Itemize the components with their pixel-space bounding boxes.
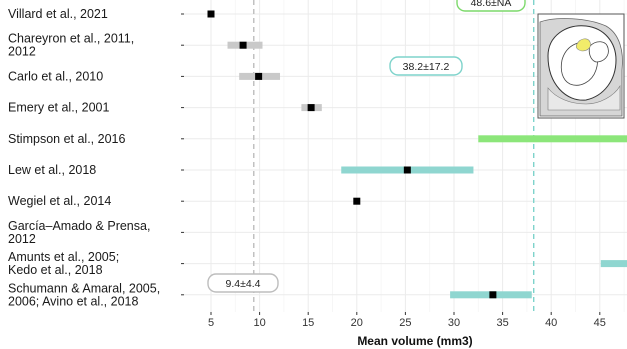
x-tick-label: 30: [448, 317, 460, 329]
mean-marker: [403, 166, 411, 174]
study-label-line: Stimpson et al., 2016: [8, 132, 125, 146]
annotation-box-gray: [207, 273, 279, 293]
study-label: Wegiel et al., 2014: [8, 194, 111, 208]
x-tick-label: 40: [545, 317, 557, 329]
highlight-region: [575, 38, 591, 52]
x-axis-ticks: 51015202530354045505560657: [208, 312, 606, 329]
brain-section-icon: [537, 13, 625, 119]
mean-marker: [307, 104, 315, 112]
study-label-line: Schumann & Amaral, 2005,: [8, 281, 160, 295]
mean-marker: [239, 41, 247, 49]
x-tick-label: 25: [399, 317, 411, 329]
x-tick-label: 20: [351, 317, 363, 329]
mean-markers: [207, 10, 497, 299]
x-axis-title: Mean volume (mm3): [357, 334, 472, 348]
study-label: Villard et al., 2021: [8, 7, 108, 21]
study-label-line: Chareyron et al., 2011,: [8, 32, 134, 46]
x-tick-label: 45: [594, 317, 606, 329]
annotation-box-teal: [389, 56, 463, 76]
study-label: Stimpson et al., 2016: [8, 132, 125, 146]
study-label: García–Amado & Prensa, 2012: [8, 219, 150, 246]
study-label-line: Lew et al., 2018: [8, 163, 96, 177]
study-label-line: 2012: [8, 45, 36, 59]
x-tick-label: 15: [302, 317, 314, 329]
x-tick-label: 35: [496, 317, 508, 329]
ci-bar: [478, 135, 627, 143]
annotation-text-teal: 38.2±17.2: [403, 61, 450, 73]
annotation-text-green: 48.6±NA: [471, 0, 512, 9]
mean-marker: [489, 291, 497, 299]
x-tick-label: 10: [253, 317, 265, 329]
study-label-line: Kedo et al., 2018: [8, 263, 103, 277]
ci-bar: [600, 260, 627, 268]
study-label: Chareyron et al., 2011, 2012: [8, 32, 134, 59]
study-label: Carlo et al., 2010: [8, 69, 103, 83]
study-label-line: Emery et al., 2001: [8, 101, 109, 115]
study-label: Emery et al., 2001: [8, 101, 109, 115]
study-label-line: Wegiel et al., 2014: [8, 194, 111, 208]
study-label-line: García–Amado & Prensa,: [8, 219, 150, 233]
study-label-line: Carlo et al., 2010: [8, 69, 103, 83]
study-label: Schumann & Amaral, 2005, 2006; Avino et a…: [8, 281, 160, 308]
study-label: Amunts et al., 2005; Kedo et al., 2018: [8, 250, 119, 277]
mean-marker: [353, 197, 361, 205]
annotation-text-gray: 9.4±4.4: [226, 278, 261, 290]
study-label-line: Amunts et al., 2005;: [8, 250, 119, 264]
x-tick-label: 5: [208, 317, 214, 329]
study-label-line: 2006; Avino et al., 2018: [8, 294, 138, 308]
study-labels: Villard et al., 2021 Chareyron et al., 20…: [8, 7, 184, 308]
annotation-box-green: [456, 0, 526, 12]
mean-marker: [255, 72, 263, 80]
study-label-line: Villard et al., 2021: [8, 7, 108, 21]
reference-annotations: 9.4±4.4 38.2±17.2 48.6±NA: [207, 0, 526, 293]
study-label: Lew et al., 2018: [8, 163, 96, 177]
study-label-line: 2012: [8, 232, 36, 246]
mean-marker: [207, 10, 215, 18]
reference-lines: [253, 0, 535, 312]
